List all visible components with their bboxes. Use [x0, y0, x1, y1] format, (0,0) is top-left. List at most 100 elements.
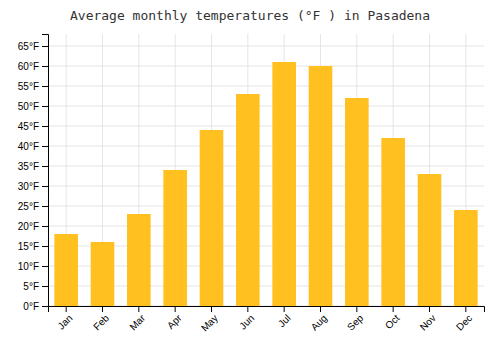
y-grid-line: [48, 166, 484, 167]
y-tick: 5°F: [23, 281, 48, 292]
x-tick-label: Aug: [309, 312, 329, 332]
y-axis-line: [42, 35, 49, 307]
y-tick-mark: [42, 86, 48, 87]
chart: Average monthly temperatures (°F ) in Pa…: [0, 0, 500, 350]
x-tick-label: Apr: [165, 312, 184, 331]
x-tick-mark: [102, 306, 103, 312]
y-tick-label: 50°F: [18, 101, 39, 112]
bar: [381, 138, 405, 306]
y-grid-line: [48, 146, 484, 147]
y-tick-mark: [42, 266, 48, 267]
x-tick-mark: [211, 306, 212, 312]
y-tick-mark: [42, 246, 48, 247]
y-tick-mark: [42, 286, 48, 287]
y-tick-mark: [42, 206, 48, 207]
x-tick-label: May: [199, 312, 220, 333]
bar: [200, 130, 224, 306]
bar: [163, 170, 187, 306]
y-tick: 35°F: [18, 161, 48, 172]
y-tick-label: 40°F: [18, 141, 39, 152]
x-tick-label: Nov: [418, 312, 438, 332]
x-tick-mark: [284, 306, 285, 312]
y-tick-mark: [42, 226, 48, 227]
x-tick-label: Jul: [276, 312, 293, 329]
x-tick-label: Jan: [55, 312, 74, 331]
y-tick: 55°F: [18, 81, 48, 92]
bar: [91, 242, 115, 306]
y-grid-line: [48, 46, 484, 47]
y-grid-line: [48, 126, 484, 127]
y-tick: 20°F: [18, 221, 48, 232]
x-tick: Jun: [237, 306, 256, 332]
x-tick-mark: [138, 306, 139, 312]
y-tick-mark: [42, 166, 48, 167]
x-tick: Nov: [418, 306, 438, 333]
chart-title: Average monthly temperatures (°F ) in Pa…: [70, 8, 430, 23]
y-tick-label: 45°F: [18, 121, 39, 132]
x-tick-mark: [247, 306, 248, 312]
x-tick: Dec: [454, 306, 474, 333]
y-tick-mark: [42, 186, 48, 187]
x-tick: Mar: [127, 306, 147, 332]
x-tick-mark: [356, 306, 357, 312]
y-tick: 25°F: [18, 201, 48, 212]
y-tick: 50°F: [18, 101, 48, 112]
y-tick: 40°F: [18, 141, 48, 152]
y-tick-label: 20°F: [18, 221, 39, 232]
y-grid-line: [48, 66, 484, 67]
bar: [309, 66, 333, 306]
y-axis: 0°F 5°F 10°F 15°F 20°F 25°F 30°F 35°F 40°F 45°F 50…: [18, 35, 49, 312]
y-tick-label: 30°F: [18, 181, 39, 192]
y-tick: 10°F: [18, 261, 48, 272]
y-tick-mark: [42, 106, 48, 107]
y-grid-line: [48, 86, 484, 87]
bar: [127, 214, 151, 306]
x-tick-label: Oct: [383, 312, 402, 331]
x-tick-mark: [66, 306, 67, 312]
x-axis-line: [49, 307, 485, 313]
x-tick-mark: [175, 306, 176, 312]
x-tick-label: Mar: [127, 312, 147, 332]
x-tick-label: Feb: [91, 312, 111, 332]
y-tick-label: 10°F: [18, 261, 39, 272]
x-tick-mark: [465, 306, 466, 312]
x-tick-label: Dec: [454, 312, 474, 332]
y-tick: 60°F: [18, 61, 48, 72]
bar: [454, 210, 478, 306]
plot-area: Jan Feb Mar Apr May Jun Jul Aug Sep Oct Nov Dec 0°F 5…: [18, 34, 485, 334]
y-tick-label: 0°F: [23, 301, 39, 312]
y-tick-label: 65°F: [18, 41, 39, 52]
y-tick-mark: [42, 146, 48, 147]
x-tick: Oct: [383, 306, 402, 331]
bar: [54, 234, 78, 306]
y-tick-label: 25°F: [18, 201, 39, 212]
bar: [418, 174, 442, 306]
x-tick: May: [199, 306, 220, 334]
y-tick-label: 5°F: [23, 281, 39, 292]
y-tick: 30°F: [18, 181, 48, 192]
x-tick: Apr: [165, 306, 184, 331]
y-tick: 65°F: [18, 41, 48, 52]
x-axis: Jan Feb Mar Apr May Jun Jul Aug Sep Oct Nov Dec: [49, 306, 485, 334]
y-tick-mark: [42, 126, 48, 127]
bars: [54, 62, 477, 306]
y-tick: 0°F: [23, 301, 48, 312]
y-tick: 15°F: [18, 241, 48, 252]
y-tick-label: 60°F: [18, 61, 39, 72]
x-tick-mark: [429, 306, 430, 312]
y-grid-line: [48, 106, 484, 107]
x-tick: Jul: [276, 306, 293, 329]
x-tick: Sep: [345, 306, 366, 333]
y-tick-mark: [42, 306, 48, 307]
bar: [236, 94, 260, 306]
y-tick-label: 55°F: [18, 81, 39, 92]
y-tick-mark: [42, 46, 48, 47]
x-tick-mark: [393, 306, 394, 312]
x-tick-label: Jun: [237, 312, 256, 331]
y-tick-mark: [42, 66, 48, 67]
grid: [48, 34, 484, 306]
x-tick-mark: [320, 306, 321, 312]
bar: [272, 62, 296, 306]
x-tick-label: Sep: [345, 312, 366, 333]
bar: [345, 98, 369, 306]
